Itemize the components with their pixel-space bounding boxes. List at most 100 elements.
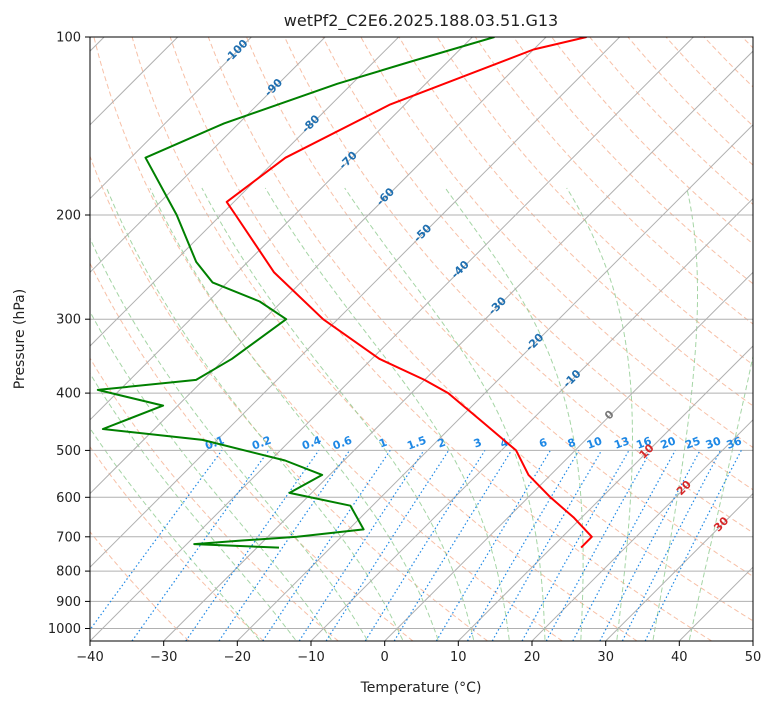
mixing-ratio-line (572, 450, 676, 641)
x-tick-label: 40 (671, 650, 688, 665)
dry-adiabat (665, 37, 753, 127)
dry-adiabat (436, 37, 753, 366)
isotherm-label: -100 (222, 37, 251, 66)
dry-adiabat (513, 37, 753, 285)
mixing-ratio-label: 4 (498, 436, 510, 451)
isotherm-label: -20 (523, 331, 546, 354)
isotherm (310, 197, 753, 641)
y-axis-label: Pressure (hPa) (12, 289, 28, 389)
moist-adiabat (344, 187, 546, 640)
dry-adiabat (90, 530, 190, 641)
isotherm-label: -40 (449, 258, 472, 281)
mixing-ratio-label: 20 (659, 434, 678, 452)
dry-adiabat (131, 37, 638, 641)
isotherm-label: -80 (299, 112, 322, 135)
dry-adiabat (93, 37, 563, 641)
mixing-ratio-line (521, 450, 630, 641)
chart-title: wetPf2_C2E6.2025.188.03.51.G13 (284, 11, 558, 31)
mixing-ratio-label: 30 (704, 434, 723, 452)
mixing-ratio-label: 10 (585, 434, 604, 452)
mixing-ratio-label: 1.5 (405, 434, 428, 453)
plot-frame (89, 36, 754, 642)
isotherm-label: 0 (602, 408, 617, 423)
mixing-ratio-line (298, 450, 425, 641)
isotherm-label: -10 (560, 367, 583, 390)
mixing-ratio-label: 2 (436, 436, 448, 451)
mixing-ratio-line (545, 450, 652, 641)
dry-adiabat (360, 37, 753, 449)
isotherm (605, 492, 753, 641)
mixing-ratio-line (393, 450, 513, 641)
mixing-ratio-line (262, 450, 391, 641)
y-tick-label: 400 (56, 387, 81, 402)
moist-adiabat (264, 187, 510, 640)
mixing-ratio-line (185, 450, 320, 641)
x-tick-label: −40 (76, 650, 103, 665)
x-tick-label: −10 (297, 650, 324, 665)
y-tick-label: 500 (56, 444, 81, 459)
moist-adiabat (201, 187, 475, 640)
isotherm-label: -60 (374, 185, 397, 208)
moist-adiabat (652, 187, 698, 640)
y-tick-label: 1000 (48, 622, 81, 637)
mixing-ratio-line (90, 450, 223, 631)
moist-adiabat (90, 237, 368, 641)
isotherm (90, 37, 252, 200)
mixing-ratio-line (325, 450, 450, 641)
dry-adiabat (741, 37, 753, 49)
mixing-ratio-label: 16 (634, 434, 653, 452)
isotherm (384, 271, 753, 641)
mixing-ratio-label: 0.4 (300, 434, 323, 453)
y-tick-label: 900 (56, 595, 81, 610)
moist-adiabat (566, 187, 633, 640)
isotherm (90, 37, 694, 641)
mixing-ratio-line (218, 450, 351, 641)
isotherm (90, 37, 400, 347)
y-tick-label: 700 (56, 530, 81, 545)
isotherm (457, 345, 753, 641)
mixing-ratio-label: 3 (472, 436, 484, 451)
y-tick-label: 800 (56, 565, 81, 580)
dry-adiabat (90, 357, 339, 641)
isotherm (163, 50, 753, 641)
dry-adiabat (90, 445, 264, 641)
y-tick-label: 200 (56, 209, 81, 224)
dewpoint-profile (96, 37, 495, 549)
dry-adiabat (703, 37, 753, 88)
isotherm (90, 37, 473, 421)
isotherm (90, 37, 621, 568)
isotherm (678, 566, 753, 641)
mixing-ratio-line (644, 450, 742, 641)
isotherm-label: 30 (711, 514, 731, 534)
isotherm-label: -30 (486, 294, 509, 317)
isotherm (531, 419, 753, 641)
x-tick-label: 50 (745, 650, 762, 665)
x-axis: −40 −30 −20 −10 0 10 20 30 40 50 (76, 641, 761, 665)
y-tick-label: 600 (56, 491, 81, 506)
moist-adiabat (688, 353, 753, 640)
moist-adiabat (90, 427, 260, 641)
dry-adiabat (589, 37, 753, 206)
mixing-ratio-label: 0.6 (331, 434, 354, 453)
isotherm-label: -70 (337, 149, 360, 172)
moist-adiabat (90, 372, 296, 641)
isotherm (90, 37, 547, 495)
dry-adiabat (322, 37, 753, 491)
x-tick-label: −30 (150, 650, 177, 665)
dry-adiabat (207, 37, 753, 622)
isotherm-label: -90 (262, 76, 285, 99)
grid-layer (90, 37, 753, 641)
mixing-ratio-line (131, 450, 270, 641)
x-tick-label: 10 (450, 650, 467, 665)
dry-adiabat (246, 37, 753, 577)
y-axis: 100 200 300 400 500 600 700 800 900 1000 (48, 31, 90, 637)
y-tick-label: 100 (56, 31, 81, 46)
mixing-ratio-label: 6 (537, 436, 549, 451)
dry-adiabat (169, 37, 712, 641)
x-tick-label: 30 (597, 650, 614, 665)
isotherm (752, 640, 753, 641)
isotherm-label: 40 (749, 550, 769, 570)
x-tick-label: −20 (224, 650, 251, 665)
mixing-ratio-label: 8 (566, 436, 578, 451)
series-layer (96, 37, 593, 549)
